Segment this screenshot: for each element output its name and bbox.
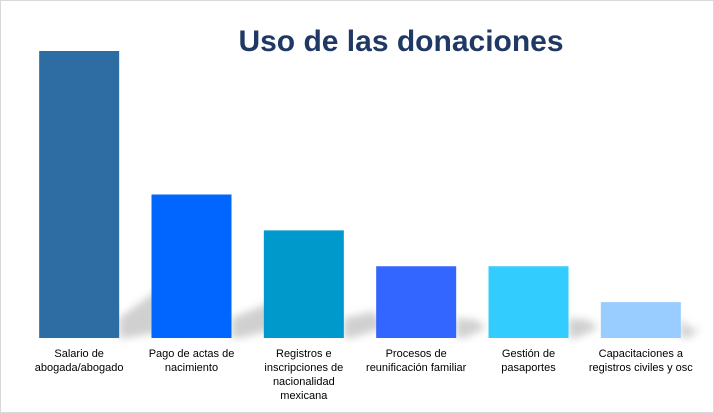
bar (600, 302, 681, 338)
category-label: Procesos de reunificación familiar (366, 348, 467, 374)
category-label: Pago de actas de nacimiento (149, 348, 235, 374)
category-label: Salario de abogada/abogado (35, 348, 124, 374)
category-label: Capacitaciones a registros civiles y osc (589, 348, 693, 374)
bar-shadow (343, 311, 384, 338)
bar-shadow (680, 318, 701, 338)
bar-shadow (456, 318, 487, 338)
bar (488, 266, 569, 338)
bar-shadow (568, 318, 599, 338)
category-label: Registros e inscripciones de nacionalidad m… (264, 348, 343, 402)
bar (263, 230, 344, 338)
bar (151, 194, 232, 338)
chart-title: Uso de las donaciones (238, 25, 564, 58)
bar (39, 51, 120, 338)
category-label: Gestión de pasaportes (501, 348, 556, 374)
bar (376, 266, 457, 338)
